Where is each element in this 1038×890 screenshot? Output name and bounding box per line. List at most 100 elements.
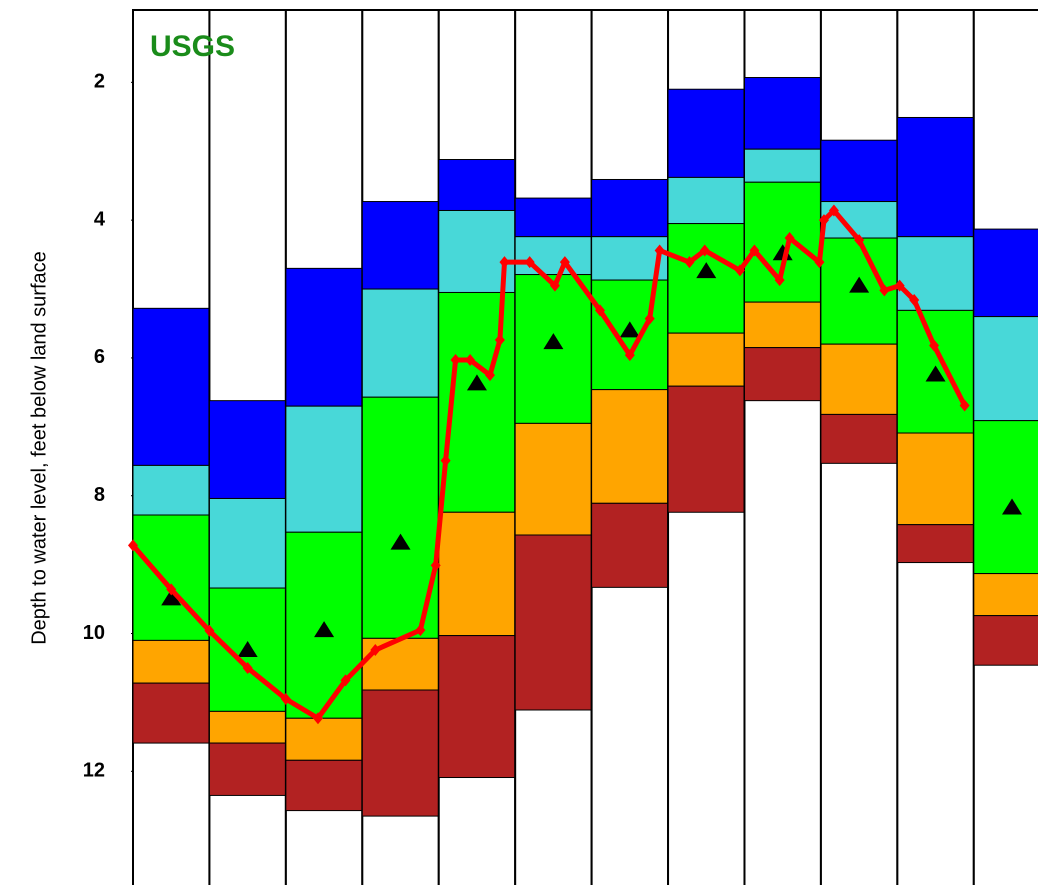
percentile-band <box>514 422 593 536</box>
water-level-point <box>430 559 441 572</box>
water-level-point <box>854 234 865 247</box>
water-level-point <box>549 279 560 292</box>
water-level-point <box>450 354 461 366</box>
y-tick-label: 4 <box>94 208 106 230</box>
y-axis-title: Depth to water level, feet below land su… <box>28 251 50 645</box>
median-marker <box>314 621 335 638</box>
percentile-band <box>132 682 210 744</box>
percentile-band <box>285 759 363 812</box>
water-level-point <box>415 624 426 637</box>
water-level-point <box>370 644 381 657</box>
percentile-band <box>514 534 593 711</box>
percentile-band <box>973 316 1038 422</box>
percentile-band <box>896 432 975 526</box>
percentile-band <box>285 405 363 533</box>
percentile-band <box>973 615 1038 666</box>
y-tick-label: 6 <box>94 346 105 368</box>
y-tick-label: 12 <box>83 760 105 782</box>
percentile-band <box>743 301 822 349</box>
water-level-point <box>774 274 785 287</box>
water-level-point <box>166 583 177 596</box>
percentile-band <box>208 710 287 744</box>
water-level-point <box>465 354 476 366</box>
water-level-point <box>929 339 940 352</box>
water-level-point <box>494 334 505 347</box>
water-level-point <box>784 232 795 245</box>
water-level-point <box>654 244 665 257</box>
percentile-band <box>361 201 440 290</box>
percentile-band <box>667 88 745 178</box>
water-level-point <box>734 264 745 277</box>
water-level-point <box>909 294 920 307</box>
water-level-point <box>684 256 695 269</box>
water-level-point <box>484 369 495 382</box>
percentile-band <box>973 420 1038 575</box>
water-level-point <box>499 256 510 269</box>
water-level-point <box>644 312 655 325</box>
percentile-band <box>132 639 210 684</box>
median-marker <box>925 365 946 382</box>
percentile-band <box>132 307 210 466</box>
percentile-band <box>285 267 363 407</box>
percentile-band <box>514 197 593 238</box>
water-level-point <box>699 244 710 257</box>
median-marker <box>849 276 870 293</box>
water-level-point <box>524 256 535 269</box>
percentile-band <box>285 717 363 761</box>
median-marker <box>543 333 564 350</box>
percentile-band <box>743 148 822 183</box>
water-level-point <box>440 454 451 467</box>
water-level-point <box>879 284 890 297</box>
percentile-band <box>438 159 516 211</box>
percentile-band <box>591 178 669 238</box>
percentile-band <box>208 497 287 589</box>
water-level-point <box>959 399 970 412</box>
median-marker <box>696 262 717 279</box>
percentile-band <box>896 236 975 311</box>
water-level-point <box>242 661 253 674</box>
percentile-band <box>361 288 440 398</box>
percentile-band <box>743 77 822 150</box>
plot-area <box>128 9 1038 885</box>
percentile-band <box>208 400 287 499</box>
water-level-point <box>340 674 351 687</box>
percentile-band <box>743 181 822 303</box>
median-marker <box>237 641 258 658</box>
water-level-point <box>312 712 323 725</box>
percentile-band <box>973 228 1038 318</box>
percentile-band <box>361 689 440 817</box>
water-level-point <box>818 214 829 227</box>
percentile-band <box>438 635 516 779</box>
y-tick-label: 2 <box>94 71 105 93</box>
water-level-point <box>559 256 570 269</box>
percentile-band <box>591 389 669 504</box>
water-level-point <box>814 256 825 269</box>
percentile-band <box>667 223 745 334</box>
percentile-band <box>896 524 975 564</box>
water-level-point <box>828 204 839 217</box>
percentile-band <box>820 139 898 203</box>
median-marker <box>161 589 182 606</box>
water-level-point <box>894 279 905 292</box>
percentile-band <box>438 511 516 637</box>
percentile-band <box>667 176 745 225</box>
y-tick-label: 8 <box>94 484 105 506</box>
water-level-point <box>204 624 215 637</box>
water-level-point <box>749 244 760 257</box>
water-level-point <box>624 349 635 362</box>
y-tick-label: 10 <box>83 622 105 644</box>
water-level-point <box>128 539 138 552</box>
percentile-band <box>514 236 593 276</box>
percentile-band <box>667 332 745 387</box>
percentile-band <box>973 573 1038 617</box>
water-level-point <box>280 692 291 705</box>
percentile-band <box>820 413 898 464</box>
percentile-band <box>896 116 975 238</box>
percentile-band <box>208 742 287 796</box>
percentile-band <box>743 347 822 402</box>
median-marker <box>619 321 640 338</box>
percentile-band <box>820 343 898 415</box>
median-marker <box>390 533 411 550</box>
